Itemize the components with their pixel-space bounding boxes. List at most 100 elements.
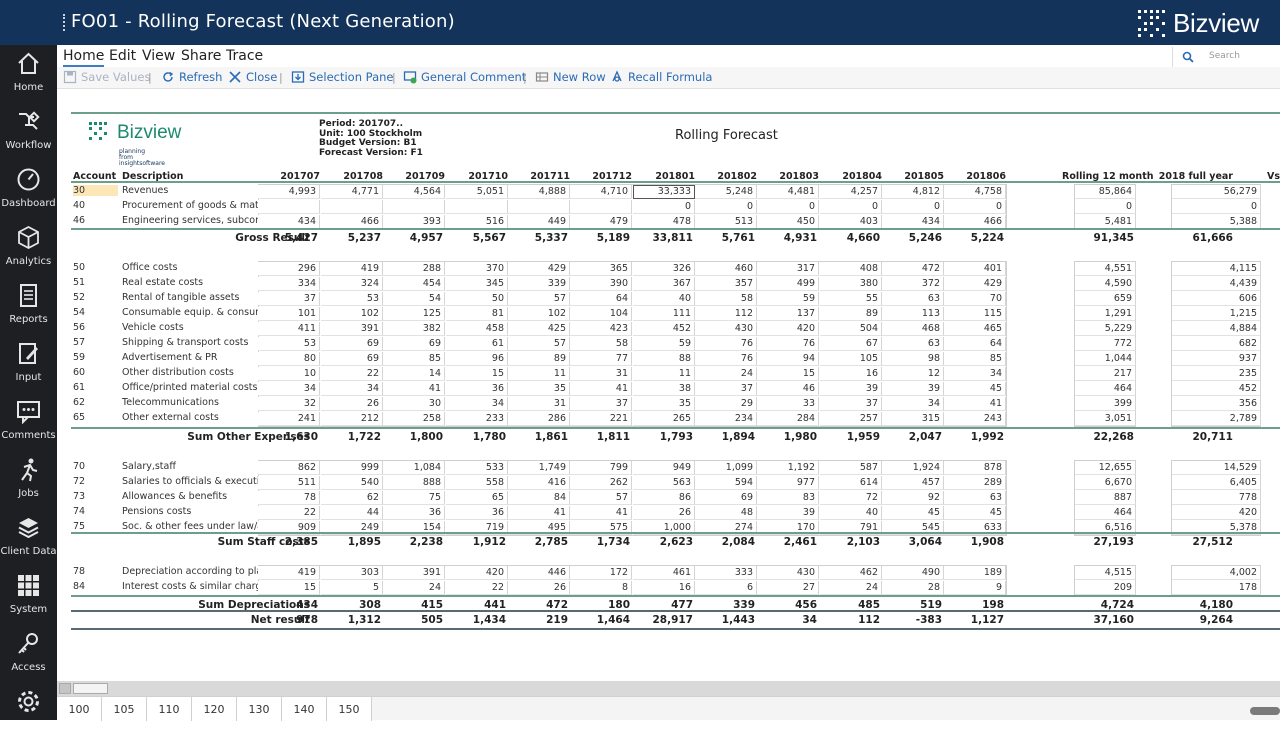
value-cell[interactable]: 76 [695, 337, 757, 351]
value-cell[interactable]: 36 [446, 506, 508, 520]
fullyear-cell[interactable]: 937 [1172, 352, 1261, 366]
rolling-cell[interactable]: 85,864 [1075, 185, 1136, 199]
value-cell[interactable]: 38 [633, 382, 695, 396]
value-cell[interactable]: 31 [508, 397, 570, 411]
value-cell[interactable]: 419 [321, 262, 383, 276]
value-cell[interactable]: 265 [633, 412, 695, 426]
value-cell[interactable]: 587 [820, 461, 882, 475]
sidebar-item-client-data[interactable]: Client Data [0, 509, 57, 567]
value-cell[interactable]: 14 [383, 367, 445, 381]
rolling-cell[interactable]: 5,481 [1075, 215, 1136, 229]
sheet-tab[interactable]: 105 [102, 697, 147, 721]
sidebar-item-system[interactable]: System [0, 567, 57, 625]
value-cell[interactable]: 16 [633, 581, 695, 595]
value-cell[interactable]: 88 [633, 352, 695, 366]
sidebar-item-dashboard[interactable]: Dashboard [0, 161, 57, 219]
value-cell[interactable]: 490 [882, 566, 944, 580]
menu-trace[interactable]: Trace [226, 48, 264, 64]
value-cell[interactable]: 86 [633, 491, 695, 505]
fullyear-cell[interactable]: 4,439 [1172, 277, 1261, 291]
value-cell[interactable]: 1,192 [757, 461, 819, 475]
value-cell[interactable]: 34 [258, 382, 320, 396]
value-cell[interactable]: 315 [882, 412, 944, 426]
value-cell[interactable]: 113 [882, 307, 944, 321]
value-cell[interactable]: 53 [321, 292, 383, 306]
value-cell[interactable]: 262 [570, 476, 632, 490]
value-cell[interactable]: 54 [383, 292, 445, 306]
value-cell[interactable]: 434 [882, 215, 944, 229]
refresh-button[interactable]: Refresh [161, 70, 222, 84]
value-cell[interactable]: 35 [633, 397, 695, 411]
value-cell[interactable]: 466 [944, 215, 1006, 229]
value-cell[interactable]: 69 [321, 337, 383, 351]
value-cell[interactable]: 57 [570, 491, 632, 505]
search-icon[interactable] [1182, 51, 1194, 63]
value-cell[interactable]: 36 [383, 506, 445, 520]
value-cell[interactable]: 69 [695, 491, 757, 505]
fullyear-cell[interactable]: 4,884 [1172, 322, 1261, 336]
value-cell[interactable]: 6 [695, 581, 757, 595]
value-cell[interactable]: 4,257 [820, 185, 882, 199]
value-cell[interactable]: 1,084 [383, 461, 445, 475]
value-cell[interactable]: 101 [258, 307, 320, 321]
value-cell[interactable]: 457 [882, 476, 944, 490]
value-cell[interactable]: 16 [820, 367, 882, 381]
value-cell[interactable]: 34 [321, 382, 383, 396]
value-cell[interactable]: 380 [820, 277, 882, 291]
value-cell[interactable]: 466 [321, 215, 383, 229]
fullyear-cell[interactable]: 682 [1172, 337, 1261, 351]
fullyear-cell[interactable]: 1,215 [1172, 307, 1261, 321]
value-cell[interactable]: 41 [944, 397, 1006, 411]
value-cell[interactable]: 594 [695, 476, 757, 490]
selection-pane-button[interactable]: Selection Pane [291, 70, 393, 84]
value-cell[interactable]: 154 [383, 521, 445, 535]
value-cell[interactable]: 105 [820, 352, 882, 366]
value-cell[interactable]: 26 [508, 581, 570, 595]
value-cell[interactable]: 495 [508, 521, 570, 535]
fullyear-cell[interactable]: 56,279 [1172, 185, 1261, 199]
menu-home[interactable]: Home [63, 48, 105, 67]
value-cell[interactable]: 37 [570, 397, 632, 411]
value-cell[interactable]: 189 [944, 566, 1006, 580]
value-cell[interactable]: 614 [820, 476, 882, 490]
value-cell[interactable]: 34 [882, 397, 944, 411]
value-cell[interactable]: 22 [446, 581, 508, 595]
value-cell[interactable]: 64 [570, 292, 632, 306]
value-cell[interactable]: 472 [882, 262, 944, 276]
value-cell[interactable]: 85 [944, 352, 1006, 366]
value-cell[interactable]: 1,924 [882, 461, 944, 475]
value-cell[interactable]: 450 [757, 215, 819, 229]
fullyear-cell[interactable]: 178 [1172, 581, 1261, 595]
value-cell[interactable]: 92 [882, 491, 944, 505]
value-cell[interactable]: 39 [882, 382, 944, 396]
value-cell[interactable]: 31 [570, 367, 632, 381]
value-cell[interactable]: 370 [446, 262, 508, 276]
value-cell[interactable]: 85 [383, 352, 445, 366]
value-cell[interactable]: 55 [820, 292, 882, 306]
value-cell[interactable]: 420 [446, 566, 508, 580]
sidebar-item-reports[interactable]: Reports [0, 277, 57, 335]
value-cell[interactable]: 5,051 [446, 185, 508, 199]
rolling-cell[interactable]: 3,051 [1075, 412, 1136, 426]
rolling-cell[interactable]: 4,590 [1075, 277, 1136, 291]
value-cell[interactable]: 257 [820, 412, 882, 426]
sheet-tab[interactable]: 100 [57, 697, 102, 721]
value-cell[interactable]: 58 [570, 337, 632, 351]
value-cell[interactable]: 430 [695, 322, 757, 336]
value-cell[interactable]: 479 [570, 215, 632, 229]
rolling-cell[interactable]: 4,551 [1075, 262, 1136, 276]
value-cell[interactable]: 289 [944, 476, 1006, 490]
value-cell[interactable]: 274 [695, 521, 757, 535]
value-cell[interactable]: 34 [944, 367, 1006, 381]
value-cell[interactable]: 357 [695, 277, 757, 291]
value-cell[interactable]: 4,481 [757, 185, 819, 199]
value-cell[interactable]: 41 [570, 506, 632, 520]
value-cell[interactable]: 34 [446, 397, 508, 411]
value-cell[interactable]: 37 [820, 397, 882, 411]
fullyear-cell[interactable]: 2,789 [1172, 412, 1261, 426]
value-cell[interactable]: 403 [820, 215, 882, 229]
value-cell[interactable]: 41 [508, 506, 570, 520]
value-cell[interactable]: 478 [633, 215, 695, 229]
fullyear-cell[interactable]: 14,529 [1172, 461, 1261, 475]
value-cell[interactable]: 533 [446, 461, 508, 475]
